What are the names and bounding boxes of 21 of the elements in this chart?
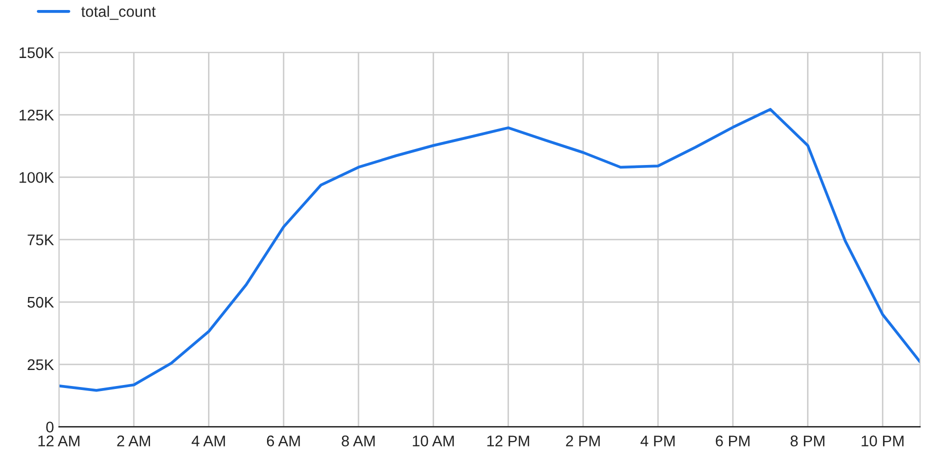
x-tick-label: 4 PM — [640, 436, 675, 446]
x-tick-label: 8 AM — [342, 436, 375, 446]
x-tick-label: 6 AM — [266, 436, 300, 446]
y-tick-label: 25K — [28, 359, 54, 370]
x-tick-label: 2 PM — [566, 436, 600, 446]
x-tick-label: 2 AM — [117, 436, 150, 446]
y-tick-label: 150K — [20, 47, 54, 58]
legend-label: total_count — [81, 6, 156, 20]
x-tick-label: 12 PM — [487, 436, 530, 446]
x-tick-label: 8 PM — [790, 436, 824, 446]
line-series — [58, 108, 920, 392]
y-tick-label: 0 — [46, 422, 54, 432]
y-tick-label: 125K — [20, 110, 54, 120]
y-tick-label: 75K — [28, 234, 54, 246]
x-tick-label: 10 PM — [862, 436, 904, 446]
x-tick-label: 10 AM — [412, 436, 454, 446]
x-tick-label: 4 AM — [192, 436, 225, 446]
y-tick-label: 100K — [20, 172, 54, 183]
x-tick-label: 6 PM — [716, 436, 750, 446]
x-tick-label: 12 AM — [38, 436, 80, 446]
y-tick-label: 50K — [28, 296, 54, 308]
